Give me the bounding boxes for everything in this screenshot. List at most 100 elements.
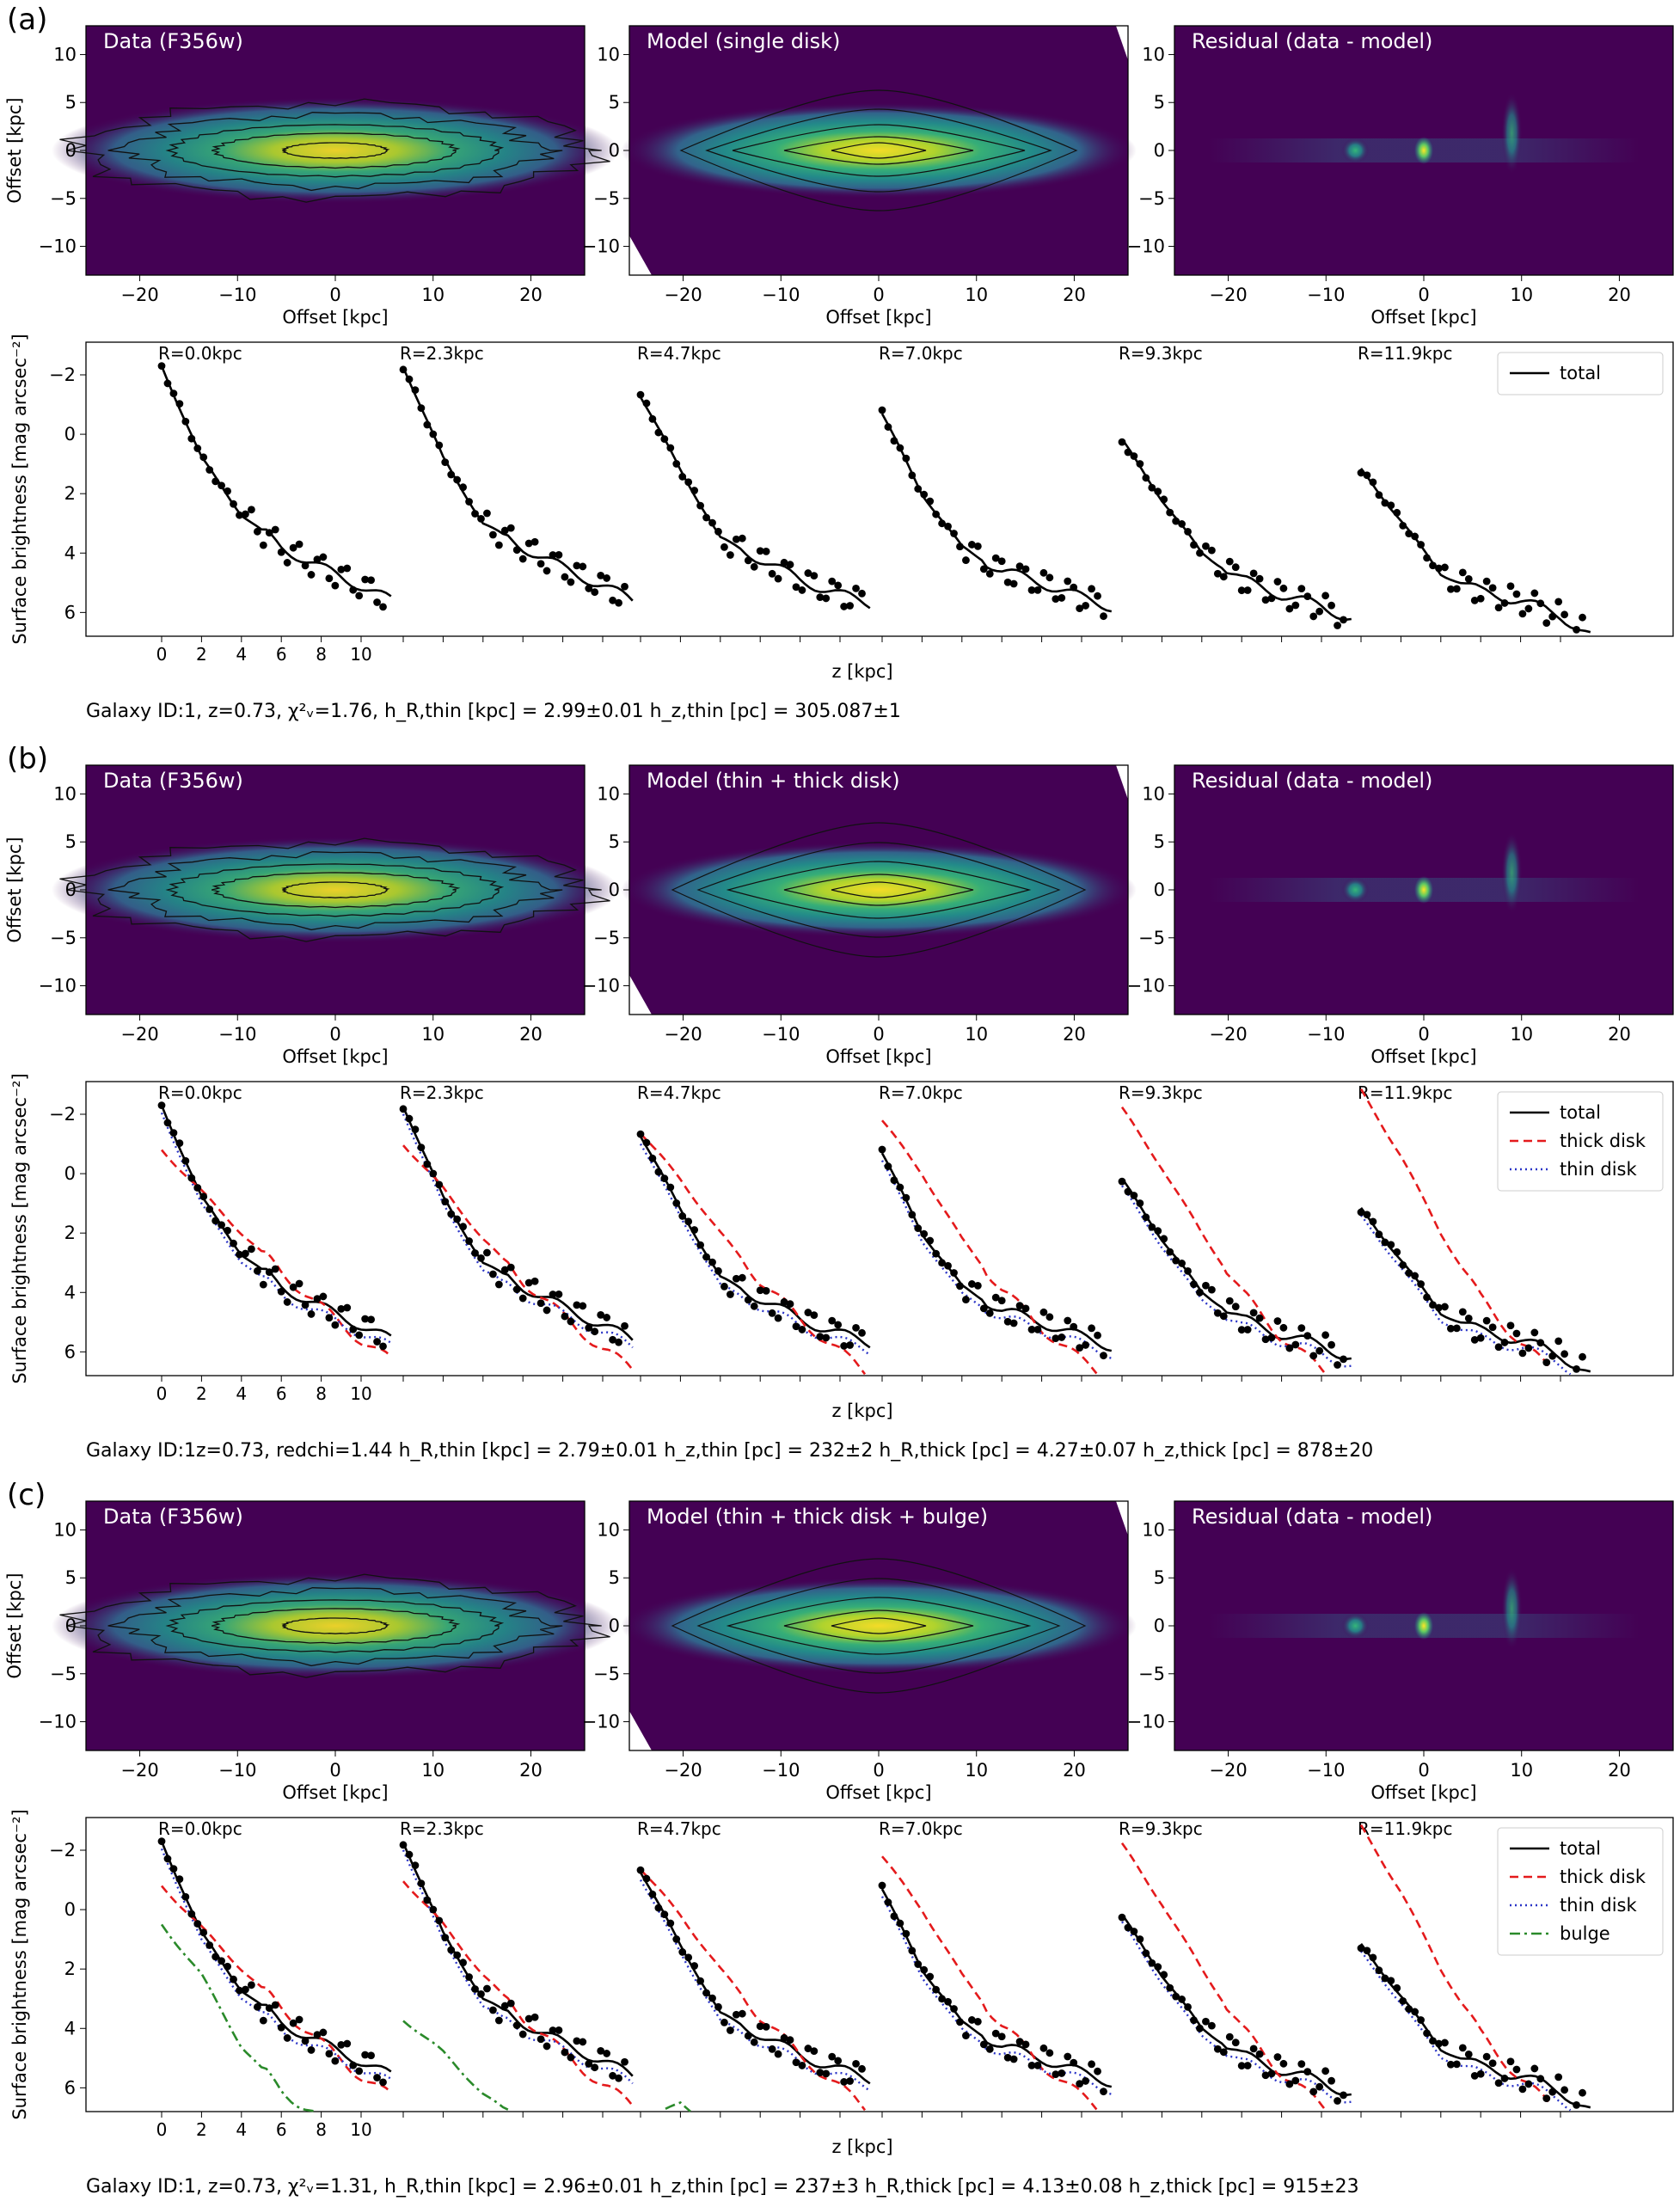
data-point — [585, 1324, 593, 1332]
data-point — [1219, 2048, 1228, 2057]
data-point — [471, 1985, 479, 1993]
data-point — [313, 555, 322, 564]
data-point — [1190, 2016, 1198, 2025]
data-point — [1309, 1352, 1318, 1360]
map-ytick-label: 5 — [65, 92, 77, 113]
data-point — [518, 2030, 527, 2039]
data-point — [1423, 2029, 1431, 2038]
data-point — [615, 1338, 622, 1346]
data-point — [349, 1325, 358, 1333]
data-point — [585, 585, 593, 592]
profile-radius-label: R=9.3kpc — [1119, 1082, 1203, 1103]
data-point — [367, 2051, 375, 2060]
data-point — [1255, 2050, 1264, 2058]
data-point — [1064, 2052, 1072, 2061]
data-point — [367, 576, 375, 585]
profile-frame — [85, 1081, 1674, 1376]
data-point — [834, 2057, 843, 2065]
profile-R=0.0kpc: R=0.0kpc 0 2 4 6 8 10 — [156, 343, 392, 665]
map-data: Data (F356w) −20 −10 0 10 20 10 5 0 −5 −10 Offset [… — [4, 1500, 619, 1803]
data-point — [1243, 586, 1252, 594]
map-ytick-label: −5 — [50, 1664, 77, 1684]
data-point — [750, 1302, 758, 1310]
map-ytick-label: 10 — [1142, 44, 1165, 64]
bulge-curve — [665, 2101, 691, 2112]
data-point — [1506, 582, 1515, 591]
data-point — [1369, 1953, 1377, 1962]
profile-xtick-label: 6 — [276, 2119, 287, 2140]
data-point — [289, 543, 297, 552]
profile-R=9.3kpc: R=9.3kpc — [1118, 1082, 1352, 1382]
data-point — [405, 1850, 414, 1859]
data-point — [774, 574, 782, 583]
data-point — [914, 485, 923, 493]
data-point — [1154, 1963, 1162, 1971]
data-point — [236, 511, 243, 519]
map-ytick-label: 0 — [609, 880, 620, 900]
data-point — [636, 1866, 645, 1874]
data-point — [1070, 1322, 1078, 1331]
frame-corner — [629, 975, 652, 1015]
data-point — [1315, 2082, 1324, 2091]
data-point — [985, 2045, 994, 2053]
profile-radius-label: R=11.9kpc — [1358, 1082, 1452, 1103]
data-point — [319, 2028, 328, 2037]
data-point — [343, 2039, 352, 2048]
map-xtick-label: −20 — [1209, 1024, 1247, 1045]
map-xtick-label: 20 — [1063, 1760, 1086, 1781]
data-point — [636, 390, 645, 399]
data-point — [1429, 2037, 1437, 2045]
data-point — [914, 1224, 923, 1232]
contour — [671, 1558, 1087, 1694]
data-point — [1488, 1323, 1497, 1332]
data-point — [236, 1250, 243, 1259]
contour — [59, 837, 610, 942]
data-point — [1124, 448, 1132, 457]
map-xtick-label: −20 — [664, 285, 702, 305]
data-point — [654, 1168, 663, 1176]
data-point — [429, 1905, 438, 1914]
data-point — [828, 2052, 837, 2061]
data-point — [1009, 1319, 1018, 1327]
data-point — [579, 1302, 587, 1310]
data-point — [1039, 1308, 1048, 1316]
data-point — [792, 2058, 800, 2067]
data-point — [1100, 612, 1107, 621]
contour — [831, 881, 927, 898]
profile-R=2.3kpc: R=2.3kpc — [399, 1818, 634, 2118]
data-point — [609, 596, 616, 604]
data-point — [1015, 2038, 1024, 2046]
thin-disk-curve — [1360, 1214, 1572, 1376]
data-point — [852, 2059, 860, 2068]
data-point — [1417, 541, 1425, 549]
data-point — [512, 2021, 521, 2030]
data-point — [738, 1273, 746, 1282]
data-point — [271, 2001, 279, 2009]
data-point — [1015, 562, 1024, 571]
data-point — [506, 1999, 515, 2008]
data-point — [447, 470, 456, 479]
data-point — [543, 2042, 551, 2051]
data-point — [1178, 520, 1186, 528]
data-point — [1452, 585, 1461, 593]
data-point — [1417, 1280, 1425, 1288]
map-xtick-label: 10 — [1510, 1024, 1533, 1045]
data-point — [956, 543, 964, 551]
data-point — [242, 510, 249, 518]
data-point — [1321, 2067, 1330, 2075]
data-point — [732, 1274, 740, 1283]
data-point — [361, 2051, 370, 2059]
contour — [831, 142, 927, 159]
data-point — [1118, 1913, 1126, 1922]
contour — [679, 89, 1078, 212]
data-point — [642, 399, 651, 408]
panel-a: (a)Data (F356w)−20 −10 0 10 201050−5−10Offse… — [4, 3, 1674, 722]
data-point — [890, 1912, 898, 1921]
data-point — [1039, 2044, 1048, 2052]
residual-plume — [1501, 1567, 1523, 1650]
data-point — [1033, 2061, 1042, 2069]
data-point — [319, 1292, 328, 1301]
data-point — [1094, 592, 1101, 600]
data-point — [1411, 1272, 1419, 1280]
data-point — [1393, 1248, 1401, 1256]
